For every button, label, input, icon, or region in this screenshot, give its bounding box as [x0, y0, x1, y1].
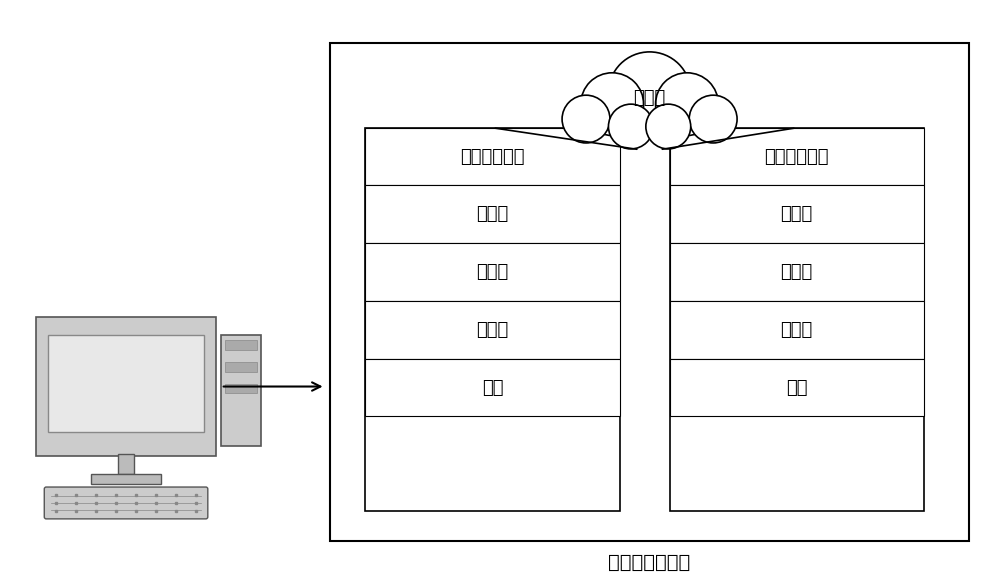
FancyBboxPatch shape — [670, 301, 924, 359]
Circle shape — [608, 52, 691, 134]
Bar — [225, 384, 257, 394]
Text: 机架: 机架 — [786, 379, 807, 396]
Text: 交换机: 交换机 — [633, 89, 666, 107]
Bar — [91, 474, 161, 484]
Circle shape — [646, 104, 691, 149]
FancyBboxPatch shape — [365, 185, 620, 243]
Circle shape — [656, 73, 718, 136]
Text: 架顶式交换机: 架顶式交换机 — [460, 148, 525, 166]
Text: 服务器: 服务器 — [476, 263, 509, 281]
Text: 机架: 机架 — [482, 379, 503, 396]
FancyBboxPatch shape — [44, 487, 208, 519]
Bar — [225, 362, 257, 372]
Bar — [365, 128, 620, 511]
Bar — [225, 340, 257, 350]
Text: 架顶式交换机: 架顶式交换机 — [764, 148, 829, 166]
Text: 服务器: 服务器 — [781, 205, 813, 223]
Text: 服务器: 服务器 — [781, 263, 813, 281]
FancyBboxPatch shape — [365, 301, 620, 359]
Circle shape — [608, 104, 653, 149]
Circle shape — [562, 95, 610, 143]
Bar — [670, 128, 924, 511]
Circle shape — [689, 95, 737, 143]
FancyBboxPatch shape — [670, 128, 924, 185]
FancyBboxPatch shape — [670, 359, 924, 417]
Text: 服务器: 服务器 — [476, 205, 509, 223]
Text: 服务器: 服务器 — [476, 321, 509, 339]
Text: 服务器: 服务器 — [781, 321, 813, 339]
FancyBboxPatch shape — [670, 243, 924, 301]
Bar — [118, 454, 134, 474]
FancyBboxPatch shape — [670, 185, 924, 243]
FancyBboxPatch shape — [48, 335, 204, 432]
FancyBboxPatch shape — [36, 317, 216, 456]
FancyBboxPatch shape — [365, 243, 620, 301]
Bar — [330, 43, 969, 541]
Bar — [221, 335, 261, 446]
Circle shape — [581, 73, 644, 136]
FancyBboxPatch shape — [365, 128, 620, 185]
Text: 服务器机架集群: 服务器机架集群 — [608, 553, 691, 572]
FancyBboxPatch shape — [365, 359, 620, 417]
